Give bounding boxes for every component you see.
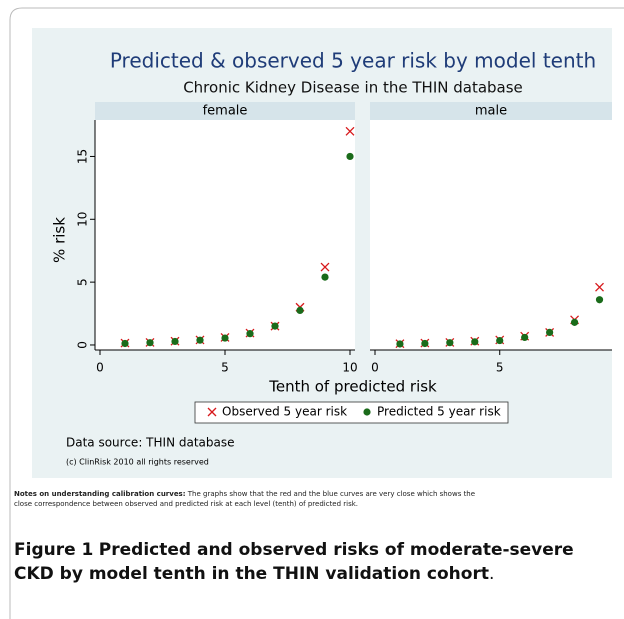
predicted-marker — [546, 328, 554, 337]
predicted-marker — [146, 339, 154, 347]
predicted-marker — [570, 318, 579, 326]
predicted-marker — [471, 338, 479, 346]
predicted-marker — [246, 330, 254, 338]
marker-stroke — [595, 282, 604, 292]
observed-marker — [320, 262, 330, 272]
marker-stroke — [207, 407, 217, 417]
panel-label: male — [475, 104, 507, 119]
x-tick-label: 10 — [342, 361, 357, 375]
notes-text: The graphs show that the red and the blu… — [14, 490, 476, 508]
predicted-marker — [121, 339, 129, 348]
y-tick-label: 10 — [76, 212, 90, 227]
caption-label: Figure 1 — [14, 540, 94, 560]
observed-marker — [345, 126, 355, 136]
predicted-marker — [421, 339, 429, 348]
legend-marker — [207, 407, 217, 417]
x-tick-label: 0 — [96, 361, 104, 375]
predicted-marker — [396, 340, 404, 348]
panel-label: female — [203, 104, 248, 119]
legend-marker — [363, 408, 371, 416]
legend-label: Observed 5 year risk — [222, 405, 347, 419]
marker-stroke — [320, 262, 330, 272]
x-tick-label: 5 — [496, 361, 504, 375]
y-tick-label: 0 — [76, 341, 90, 349]
legend-label: Predicted 5 year risk — [377, 405, 501, 419]
x-tick-label: 0 — [371, 361, 379, 375]
y-axis-label: % risk — [51, 217, 69, 263]
panel-strip — [370, 102, 612, 120]
caption-text: Predicted and observed risks of moderate… — [14, 540, 574, 584]
panel-strip — [95, 102, 355, 120]
plot-area — [370, 120, 612, 350]
y-tick-label: 5 — [76, 278, 90, 286]
predicted-marker — [271, 322, 279, 330]
observed-marker — [595, 282, 604, 292]
points — [395, 282, 604, 349]
notes-label: Notes on understanding calibration curve… — [14, 490, 186, 498]
notes: Notes on understanding calibration curve… — [14, 490, 484, 509]
caption-end: . — [488, 564, 495, 584]
y-tick-label: 15 — [76, 149, 90, 164]
caption: Figure 1 Predicted and observed risks of… — [14, 538, 614, 586]
x-tick-label: 5 — [221, 361, 229, 375]
predicted-marker — [171, 337, 179, 346]
predicted-marker — [321, 273, 329, 281]
legend — [194, 401, 509, 424]
x-axis-label: Tenth of predicted risk — [268, 378, 437, 396]
predicted-marker — [521, 333, 529, 342]
predicted-marker — [446, 339, 454, 347]
plot-area — [95, 120, 355, 350]
chart-subtitle: Chronic Kidney Disease in the THIN datab… — [183, 79, 523, 97]
predicted-marker — [196, 336, 204, 344]
copyright: (c) ClinRisk 2010 all rights reserved — [66, 458, 209, 467]
marker-stroke — [345, 126, 355, 136]
predicted-marker — [346, 152, 354, 161]
predicted-marker — [595, 296, 604, 304]
chart-title: Predicted & observed 5 year risk by mode… — [110, 49, 596, 73]
points — [120, 126, 355, 348]
frame — [9, 7, 624, 619]
predicted-marker — [496, 336, 504, 345]
predicted-marker — [296, 306, 304, 315]
data-source: Data source: THIN database — [66, 436, 235, 450]
predicted-marker — [221, 334, 229, 342]
